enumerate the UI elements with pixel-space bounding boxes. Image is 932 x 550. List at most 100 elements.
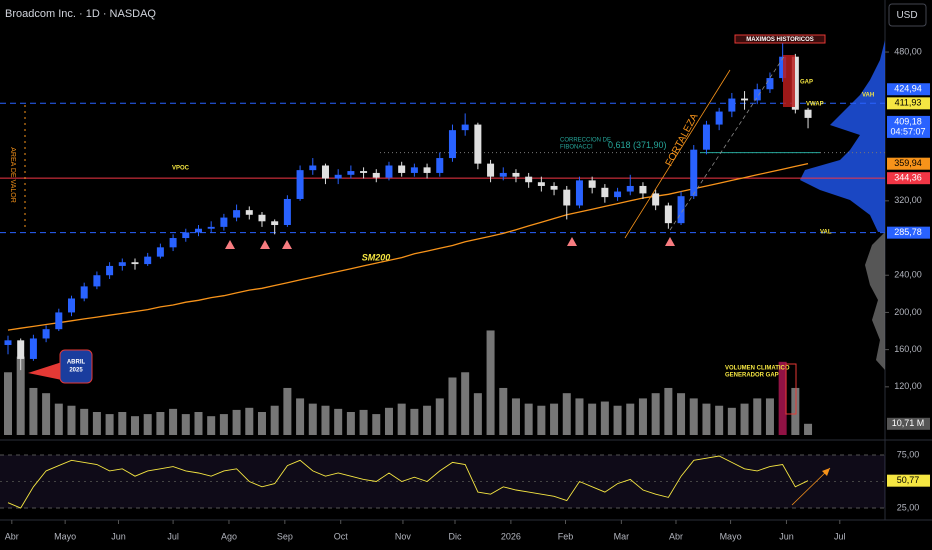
candle-body xyxy=(321,165,329,179)
plot-area: 480,00 320,00 240,00 200,00 160,00 120,00 Abr M… xyxy=(0,40,930,541)
candle-body xyxy=(360,171,368,173)
currency-button[interactable] xyxy=(888,3,927,27)
fib-title: CORRECCION DE xyxy=(560,138,611,144)
value-area-label: AREA DE VALOR xyxy=(9,147,16,203)
currency-label[interactable]: USD xyxy=(896,10,917,21)
candle-body xyxy=(652,193,660,206)
candle-body xyxy=(347,171,355,175)
volume-bar xyxy=(486,330,495,435)
candle-body xyxy=(512,172,520,177)
candle-body xyxy=(690,149,698,197)
volume-bar xyxy=(308,403,317,435)
volume-bar xyxy=(270,405,279,435)
volume-bar xyxy=(232,409,241,435)
candle-body xyxy=(334,174,342,179)
volume-profile-value-area xyxy=(800,40,885,232)
candle-body xyxy=(677,196,685,224)
volume-bar xyxy=(626,403,635,435)
max-box xyxy=(734,34,826,44)
vwap-label: VWAP xyxy=(806,102,824,108)
candle-body xyxy=(398,165,406,173)
candle-body xyxy=(220,217,228,227)
y-tick-label: 240,00 xyxy=(894,270,922,280)
candle-body xyxy=(702,124,710,150)
climatic-label: GENERADOR GAP xyxy=(725,373,779,379)
volume-bar xyxy=(740,403,749,435)
x-tick-label: Mayo xyxy=(54,531,76,541)
candle-body xyxy=(271,221,279,226)
volume-profile xyxy=(865,232,885,370)
candle-body xyxy=(639,185,647,194)
candle-body xyxy=(17,340,25,359)
candle-body xyxy=(601,187,609,198)
candle-body xyxy=(258,214,266,222)
gap-label: GAP xyxy=(800,80,813,86)
volume-bar xyxy=(219,414,228,435)
volume-bar xyxy=(562,393,571,435)
candle-body xyxy=(55,312,63,330)
candle-body xyxy=(753,89,761,101)
candle-body xyxy=(29,338,37,359)
volume-bar xyxy=(575,398,584,435)
callout-box xyxy=(59,349,93,384)
rsi-pane xyxy=(0,445,885,515)
rsi-tick-label: 25,00 xyxy=(897,502,920,512)
volume-bar xyxy=(410,408,419,435)
candle-body xyxy=(487,163,495,177)
x-tick-label: Oct xyxy=(334,531,349,541)
volume-bar xyxy=(296,398,305,435)
x-tick-label: Ago xyxy=(221,531,237,541)
candle-body xyxy=(207,226,215,229)
marker xyxy=(282,240,292,249)
y-tick-label: 320,00 xyxy=(894,195,922,205)
volume-bar xyxy=(473,393,482,435)
volume-bar xyxy=(524,403,533,435)
candle-body xyxy=(575,180,583,206)
candle-body xyxy=(423,167,431,173)
volume-bar xyxy=(194,412,203,435)
price-label-box xyxy=(887,83,930,96)
candle-body xyxy=(779,56,787,79)
volume-bar xyxy=(499,387,508,435)
volume-bar xyxy=(29,387,38,435)
volume-bar xyxy=(765,398,774,435)
price-label-box xyxy=(887,157,930,170)
price-label-box xyxy=(887,226,930,239)
chart-title: Broadcom Inc. · 1D · NASDAQ xyxy=(5,8,156,20)
candle-body xyxy=(588,180,596,188)
x-tick-label: Jun xyxy=(111,531,126,541)
volume-bar xyxy=(372,414,381,435)
callout-pointer xyxy=(28,362,62,380)
rsi-current-box xyxy=(887,474,930,487)
x-tick-label: Sep xyxy=(277,531,293,541)
candle-body xyxy=(42,329,50,339)
markers xyxy=(225,237,675,249)
volume-bar xyxy=(4,372,13,435)
candle-body xyxy=(106,265,114,276)
candle-body xyxy=(156,247,164,257)
volume-bar xyxy=(702,403,711,435)
marker xyxy=(567,237,577,246)
volume-bar xyxy=(334,408,343,435)
callout-label: 2025 xyxy=(69,368,83,374)
candle-body xyxy=(144,256,152,265)
price-label: 359,94 xyxy=(894,158,922,168)
volume-bar xyxy=(67,405,76,435)
volume-bar xyxy=(804,423,813,435)
price-label: 344,36 xyxy=(894,173,922,183)
price-label-box xyxy=(887,172,930,185)
candle-body xyxy=(474,124,482,164)
rsi-current-label: 50,77 xyxy=(897,475,920,485)
x-tick-label: Jun xyxy=(779,531,794,541)
candle-body xyxy=(296,170,304,199)
y-tick-label: 480,00 xyxy=(894,46,922,56)
rsi-arrow xyxy=(791,467,831,506)
candle-body xyxy=(309,165,317,171)
candle-body xyxy=(741,98,749,101)
y-tick-label: 200,00 xyxy=(894,307,922,317)
candle-body xyxy=(664,205,672,224)
volume-bar xyxy=(613,405,622,435)
candle-body xyxy=(728,98,736,112)
x-tick-label: Abr xyxy=(669,531,683,541)
